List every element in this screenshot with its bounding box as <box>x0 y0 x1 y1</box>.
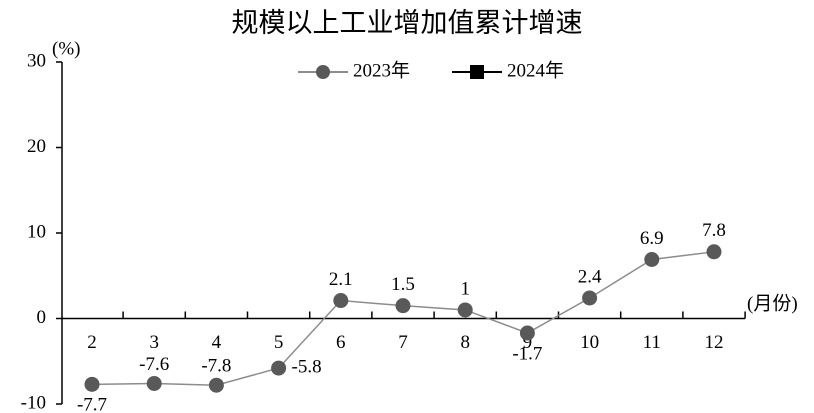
x-tick-label: 8 <box>460 332 470 353</box>
legend-marker <box>316 65 330 79</box>
data-label: 1.5 <box>391 274 415 295</box>
data-label: -7.6 <box>139 354 169 375</box>
x-tick-label: 2 <box>87 332 97 353</box>
legend-marker <box>470 65 484 79</box>
y-tick-label: 0 <box>37 307 47 328</box>
data-point <box>457 302 473 318</box>
data-label: 2.1 <box>329 269 353 290</box>
data-label: -5.8 <box>292 356 322 377</box>
data-point <box>84 376 100 392</box>
x-tick-label: 5 <box>274 332 284 353</box>
y-tick-label: 30 <box>27 50 46 71</box>
data-point <box>271 360 287 376</box>
data-point <box>208 377 224 393</box>
data-label: -7.7 <box>77 395 107 413</box>
x-tick-label: 4 <box>212 332 222 353</box>
x-tick-label: 12 <box>705 332 724 353</box>
data-point <box>582 290 598 306</box>
x-tick-label: 3 <box>149 332 159 353</box>
legend-label: 2023年 <box>353 59 410 81</box>
data-point <box>519 325 535 341</box>
data-point <box>146 375 162 391</box>
x-tick-label: 11 <box>643 332 661 353</box>
data-point <box>644 252 660 268</box>
data-label: -7.8 <box>201 356 231 377</box>
chart-title: 规模以上工业增加值累计增速 <box>232 8 583 38</box>
data-point <box>333 293 349 309</box>
x-tick-label: 6 <box>336 332 346 353</box>
y-tick-label: 20 <box>27 136 46 157</box>
x-tick-label: 9 <box>523 332 533 353</box>
x-tick-label: 10 <box>580 332 599 353</box>
data-label: -1.7 <box>512 343 542 364</box>
x-axis-label: (月份) <box>747 292 798 314</box>
x-tick-label: 7 <box>398 332 408 353</box>
data-label: 1 <box>460 278 470 299</box>
data-label: 2.4 <box>578 266 602 287</box>
data-point <box>706 244 722 260</box>
data-label: 7.8 <box>702 220 726 241</box>
legend-label: 2024年 <box>507 59 564 81</box>
y-axis-label: (%) <box>52 38 80 59</box>
data-point <box>395 298 411 314</box>
data-label: 6.9 <box>640 228 664 249</box>
y-tick-label: -10 <box>21 392 46 413</box>
y-tick-label: 10 <box>27 221 46 242</box>
